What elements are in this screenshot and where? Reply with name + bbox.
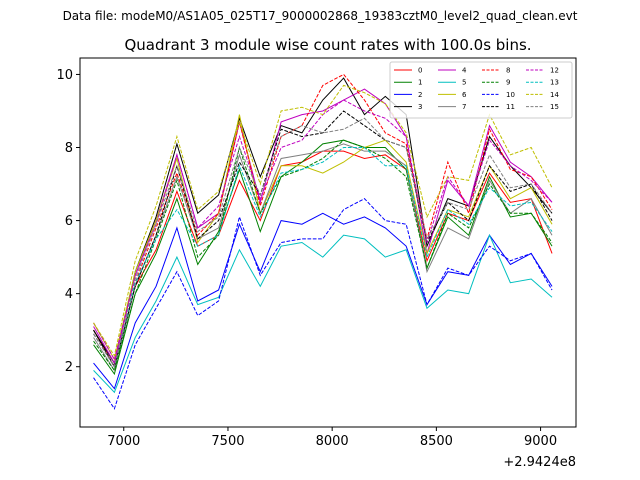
series-line-11 [93, 110, 553, 369]
legend-label-5: 5 [462, 79, 466, 87]
legend-label-0: 0 [418, 67, 422, 75]
x-tick-label: 8000 [316, 434, 349, 449]
legend-label-1: 1 [418, 79, 422, 87]
series-line-7 [93, 143, 553, 372]
legend-label-9: 9 [506, 79, 510, 87]
legend-label-12: 12 [550, 67, 559, 75]
series-line-2 [93, 212, 553, 390]
series-line-5 [93, 233, 553, 394]
y-tick-label: 6 [65, 214, 73, 229]
legend-label-15: 15 [550, 103, 559, 111]
series-line-9 [93, 139, 553, 372]
series-line-4 [93, 88, 553, 365]
legend-label-13: 13 [550, 79, 559, 87]
legend-label-3: 3 [418, 103, 422, 111]
series-line-10 [93, 198, 553, 410]
x-axis-offset-label: +2.9424e8 [503, 455, 576, 470]
chart-title: Quadrant 3 module wise count rates with … [124, 36, 531, 54]
y-tick-label: 4 [65, 287, 73, 302]
series-line-1 [93, 139, 553, 376]
legend-label-10: 10 [506, 91, 515, 99]
x-tick-label: 7000 [107, 434, 140, 449]
series-line-14 [93, 84, 553, 358]
x-axis: 7000 7500 8000 8500 9000 [107, 427, 557, 449]
y-tick-label: 10 [56, 68, 73, 83]
y-axis: 2 4 6 8 10 [56, 68, 80, 375]
legend-label-14: 14 [550, 91, 559, 99]
series-line-13 [93, 147, 553, 368]
x-tick-label: 8500 [420, 434, 453, 449]
legend-label-8: 8 [506, 67, 510, 75]
y-tick-label: 8 [65, 141, 73, 156]
x-tick-label: 9000 [524, 434, 557, 449]
y-tick-label: 2 [65, 360, 73, 375]
plot-frame [79, 57, 577, 428]
series-line-12 [93, 99, 553, 361]
x-tick-label: 7500 [211, 434, 244, 449]
legend-label-7: 7 [462, 103, 466, 111]
figure-suptitle: Data file: modeM0/AS1A05_025T17_90000028… [63, 9, 578, 23]
legend-label-11: 11 [506, 103, 515, 111]
series-line-15 [93, 117, 553, 368]
legend-label-2: 2 [418, 91, 422, 99]
legend-label-6: 6 [462, 91, 467, 99]
legend-box [389, 61, 573, 119]
legend-label-4: 4 [462, 67, 467, 75]
plot-area [93, 73, 553, 410]
